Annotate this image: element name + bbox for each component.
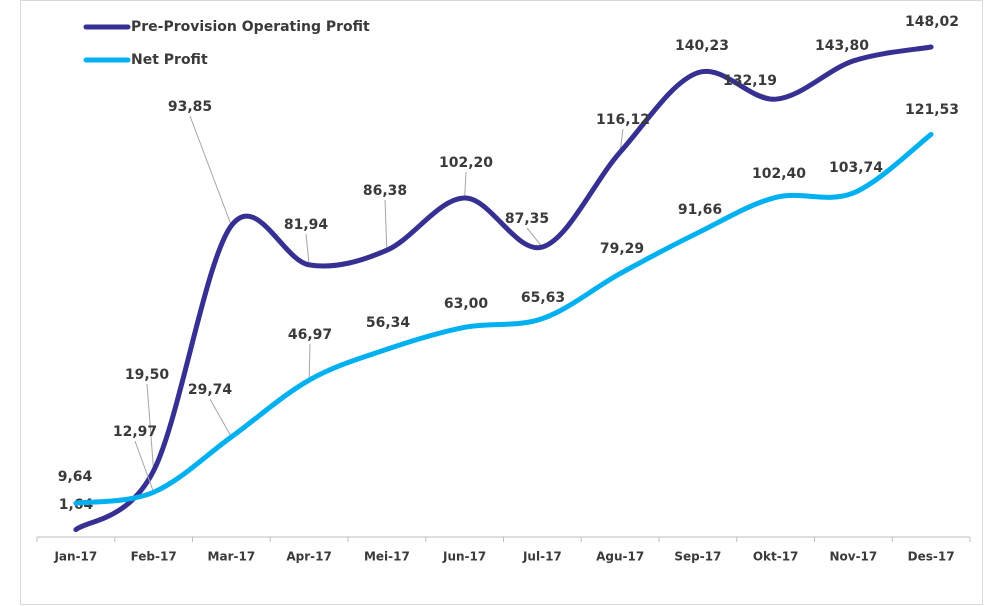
legend-label: Pre-Provision Operating Profit bbox=[131, 19, 370, 35]
x-tick-label: Jan-17 bbox=[53, 550, 97, 564]
data-label: 143,80 bbox=[815, 38, 869, 54]
leader-line bbox=[134, 440, 155, 493]
leader-line bbox=[464, 171, 467, 199]
data-label: 86,38 bbox=[363, 183, 407, 199]
data-label: 63,00 bbox=[444, 296, 489, 312]
data-label: 140,23 bbox=[675, 38, 729, 54]
data-label: 81,94 bbox=[284, 217, 329, 233]
series-line bbox=[73, 44, 934, 533]
leader-line bbox=[308, 343, 311, 381]
leader-line bbox=[209, 398, 232, 438]
data-label: 103,74 bbox=[829, 160, 883, 176]
leader-line bbox=[526, 227, 543, 248]
x-tick-label: Des-17 bbox=[908, 550, 955, 564]
x-tick-label: Nov-17 bbox=[829, 550, 877, 564]
data-label: 79,29 bbox=[600, 241, 644, 257]
data-label: 46,97 bbox=[288, 327, 332, 343]
series-line bbox=[73, 131, 934, 506]
x-tick-label: Apr-17 bbox=[286, 550, 331, 564]
data-label: 148,02 bbox=[905, 14, 959, 30]
data-label: 93,85 bbox=[168, 99, 212, 115]
data-label: 12,97 bbox=[113, 424, 157, 440]
chart-border bbox=[20, 0, 983, 605]
x-tick-label: Mar-17 bbox=[208, 550, 256, 564]
leader-line bbox=[384, 199, 388, 251]
data-label: 102,20 bbox=[439, 155, 493, 171]
leader-line bbox=[189, 115, 232, 226]
leader-line bbox=[305, 233, 310, 265]
x-tick-label: Sep-17 bbox=[674, 550, 721, 564]
data-label: 19,50 bbox=[125, 367, 170, 383]
data-label: 87,35 bbox=[505, 211, 549, 227]
data-label: 65,63 bbox=[521, 290, 565, 306]
data-label: 116,12 bbox=[596, 112, 650, 128]
data-label: 91,66 bbox=[678, 202, 722, 218]
x-tick-label: Jul-17 bbox=[522, 550, 562, 564]
leader-line bbox=[146, 383, 155, 471]
data-label: 29,74 bbox=[188, 382, 233, 398]
x-tick-label: Agu-17 bbox=[596, 550, 644, 564]
data-label: 9,64 bbox=[58, 469, 93, 485]
legend-label: Net Profit bbox=[131, 52, 208, 68]
data-label: 132,19 bbox=[723, 73, 777, 89]
data-label: 121,53 bbox=[905, 102, 959, 118]
x-tick-label: Feb-17 bbox=[131, 550, 177, 564]
data-label: 102,40 bbox=[752, 166, 806, 182]
data-label: 56,34 bbox=[366, 315, 411, 331]
x-tick-label: Jun-17 bbox=[442, 550, 486, 564]
x-tick-label: Mei-17 bbox=[364, 550, 410, 564]
x-tick-label: Okt-17 bbox=[753, 550, 799, 564]
